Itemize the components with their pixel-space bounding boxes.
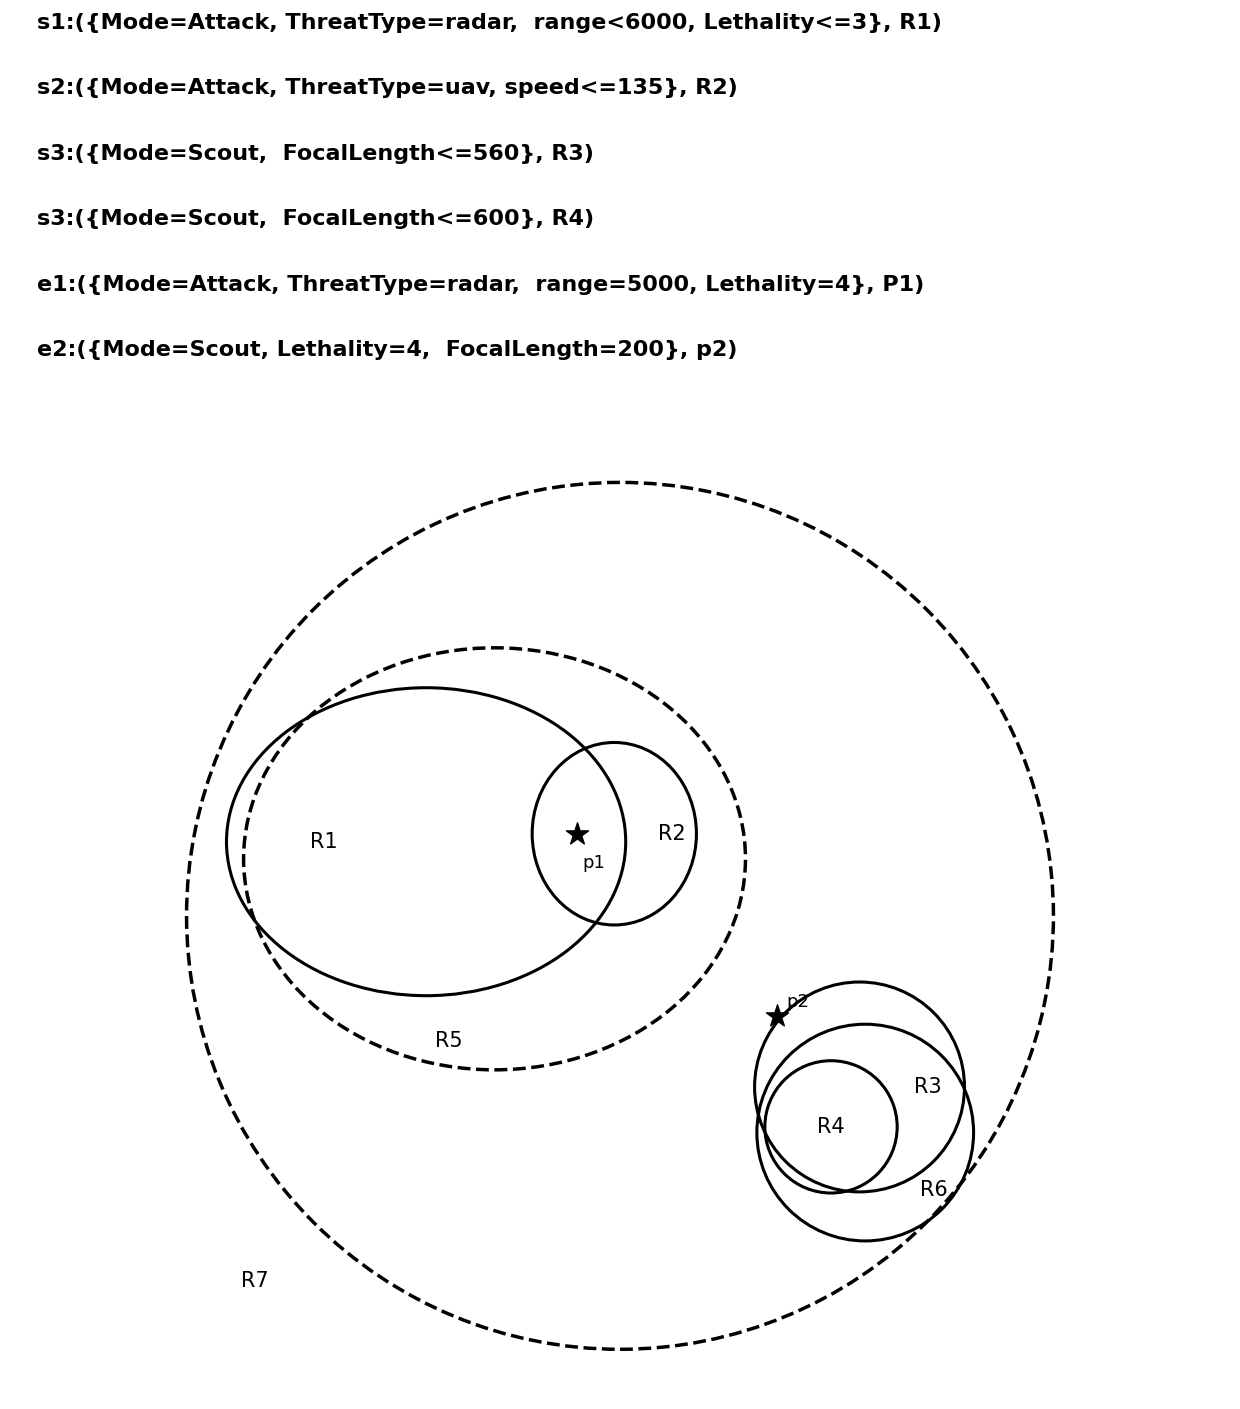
Text: e2:({Mode=Scout, Lethality=4,  FocalLength=200}, p2): e2:({Mode=Scout, Lethality=4, FocalLengt… [37,340,738,361]
Point [567,823,587,845]
Text: R2: R2 [657,824,686,844]
Text: e1:({Mode=Attack, ThreatType=radar,  range=5000, Lethality=4}, P1): e1:({Mode=Attack, ThreatType=radar, rang… [37,275,925,294]
Text: s1:({Mode=Attack, ThreatType=radar,  range<6000, Lethality<=3}, R1): s1:({Mode=Attack, ThreatType=radar, rang… [37,13,942,32]
Point [768,1005,787,1027]
Text: s2:({Mode=Attack, ThreatType=uav, speed<=135}, R2): s2:({Mode=Attack, ThreatType=uav, speed<… [37,79,738,99]
Text: R5: R5 [435,1031,463,1051]
Text: s3:({Mode=Scout,  FocalLength<=560}, R3): s3:({Mode=Scout, FocalLength<=560}, R3) [37,144,594,163]
Text: R3: R3 [914,1076,941,1098]
Text: R7: R7 [242,1271,269,1291]
Text: s3:({Mode=Scout,  FocalLength<=600}, R4): s3:({Mode=Scout, FocalLength<=600}, R4) [37,209,594,230]
Text: p1: p1 [583,854,605,872]
Text: R6: R6 [920,1179,947,1199]
Text: R4: R4 [817,1117,844,1137]
Text: p2: p2 [786,992,810,1010]
Text: R1: R1 [310,831,337,851]
